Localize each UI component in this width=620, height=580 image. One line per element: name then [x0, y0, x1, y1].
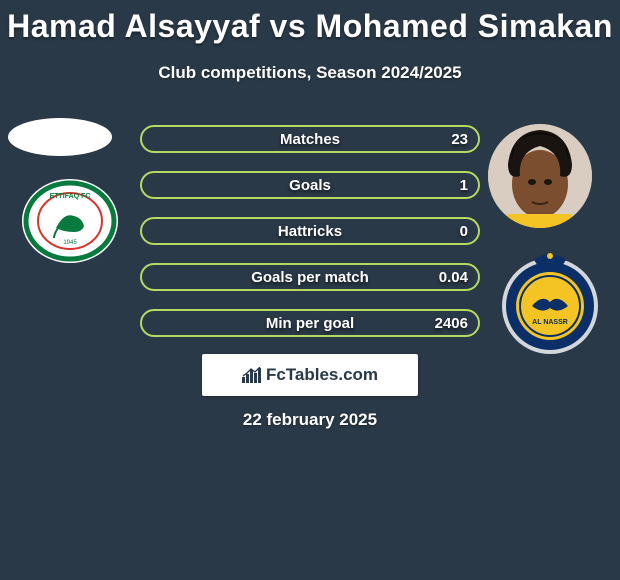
svg-text:AL NASSR: AL NASSR [532, 319, 568, 326]
svg-text:ETTIFAQ FC: ETTIFAQ FC [50, 193, 91, 200]
brand-text: FcTables.com [266, 365, 378, 385]
stat-label: Min per goal [142, 311, 478, 335]
stat-label: Matches [142, 127, 478, 151]
stat-value-right: 0 [460, 219, 468, 243]
stat-value-right: 1 [460, 173, 468, 197]
date-label: 22 february 2025 [0, 410, 620, 430]
stat-row: Hattricks0 [140, 217, 480, 245]
subtitle: Club competitions, Season 2024/2025 [0, 63, 620, 83]
club-logo-right: AL NASSR [498, 250, 602, 354]
stat-value-right: 0.04 [439, 265, 468, 289]
player-left-avatar [8, 118, 112, 156]
stats-block: Matches23 Goals1 Hattricks0 Goals per match… [140, 125, 480, 355]
stat-value-right: 23 [451, 127, 468, 151]
brand-chart-icon [242, 367, 262, 383]
player-right-avatar [488, 124, 592, 228]
stat-label: Goals per match [142, 265, 478, 289]
club-logo-left: ETTIFAQ FC 1945 [20, 178, 120, 264]
stat-row: Min per goal2406 [140, 309, 480, 337]
stat-value-right: 2406 [435, 311, 468, 335]
stat-label: Goals [142, 173, 478, 197]
stat-row: Goals1 [140, 171, 480, 199]
stat-row: Matches23 [140, 125, 480, 153]
brand-box: FcTables.com [202, 354, 418, 396]
svg-text:1945: 1945 [63, 240, 77, 246]
stat-row: Goals per match0.04 [140, 263, 480, 291]
page-title: Hamad Alsayyaf vs Mohamed Simakan [0, 0, 620, 45]
stat-label: Hattricks [142, 219, 478, 243]
